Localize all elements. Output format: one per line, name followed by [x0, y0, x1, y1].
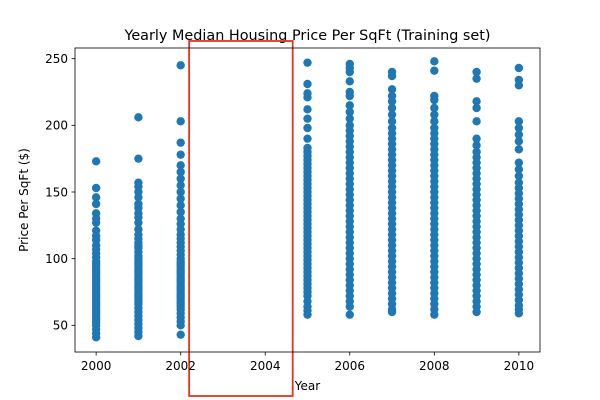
data-point: [91, 183, 101, 193]
data-point: [514, 145, 524, 154]
x-tick-label: 2004: [250, 359, 281, 373]
points-layer: [91, 57, 524, 342]
data-point: [134, 113, 143, 122]
data-point: [514, 171, 524, 181]
y-tick-label: 150: [45, 185, 68, 199]
x-tick-label: 2008: [419, 359, 450, 373]
data-point: [387, 97, 397, 106]
data-point: [176, 117, 185, 126]
y-tick-label: 200: [45, 119, 68, 133]
y-tick-label: 100: [45, 252, 68, 266]
data-point: [514, 123, 524, 133]
data-point: [303, 79, 312, 89]
data-point: [134, 154, 143, 163]
plot-frame: [74, 47, 541, 353]
data-point: [345, 114, 354, 123]
x-axis-label: Year: [294, 379, 320, 393]
data-point: [91, 193, 101, 202]
data-point: [514, 165, 524, 174]
data-point: [430, 66, 439, 75]
data-point: [387, 117, 397, 126]
data-point: [430, 110, 439, 119]
y-axis-label: Price Per SqFt ($): [17, 148, 31, 252]
data-point: [387, 307, 397, 317]
data-point: [303, 93, 312, 102]
data-point: [387, 110, 397, 119]
data-point: [176, 194, 185, 203]
data-point: [176, 330, 185, 339]
data-point: [472, 97, 481, 106]
data-point: [514, 81, 524, 90]
data-point: [134, 193, 143, 202]
data-point: [134, 331, 143, 341]
data-point: [387, 71, 397, 81]
data-point: [176, 187, 185, 197]
data-point: [303, 105, 312, 114]
data-point: [514, 309, 524, 318]
data-point: [472, 103, 481, 113]
ticks-layer: 2000 2002 2004 2006 2008 2010 50 100 150 200 250: [45, 52, 534, 373]
data-point: [91, 218, 101, 227]
highlight-box: [188, 40, 294, 397]
y-tick-label: 250: [45, 52, 68, 66]
data-point: [345, 91, 354, 101]
data-point: [345, 302, 354, 311]
data-point: [514, 63, 524, 73]
data-point: [472, 307, 481, 317]
data-point: [91, 333, 101, 342]
data-point: [176, 174, 185, 183]
data-point: [472, 74, 481, 83]
data-point: [176, 138, 185, 147]
data-point: [176, 150, 185, 159]
data-point: [472, 141, 481, 150]
data-point: [430, 310, 439, 319]
data-point: [345, 107, 354, 117]
data-point: [303, 310, 312, 319]
x-tick-label: 2000: [81, 359, 112, 373]
data-point: [514, 137, 524, 146]
data-point: [472, 134, 481, 143]
data-point: [303, 123, 312, 133]
data-point: [387, 85, 397, 94]
data-point: [387, 103, 397, 113]
data-point: [176, 181, 185, 190]
data-point: [345, 101, 354, 110]
data-point: [430, 103, 439, 113]
highlight-layer: [188, 40, 294, 397]
data-point: [430, 117, 439, 126]
data-point: [472, 67, 481, 77]
chart-title: Yearly Median Housing Price Per SqFt (Tr…: [123, 28, 490, 44]
y-tick-label: 50: [53, 319, 68, 333]
data-point: [430, 57, 439, 66]
data-point: [176, 167, 185, 177]
axes-layer: [74, 47, 541, 353]
data-point: [176, 161, 185, 170]
data-point: [134, 218, 143, 227]
data-point: [345, 310, 354, 319]
data-point: [176, 207, 185, 217]
data-point: [176, 61, 185, 70]
data-point: [303, 58, 312, 67]
data-point: [91, 157, 101, 166]
data-point: [514, 158, 524, 167]
x-tick-label: 2010: [504, 359, 535, 373]
data-point: [514, 117, 524, 126]
data-point: [430, 95, 439, 105]
data-point: [303, 114, 312, 123]
data-point: [345, 77, 354, 86]
data-point: [472, 117, 481, 126]
x-tick-label: 2002: [165, 359, 196, 373]
data-point: [176, 321, 185, 330]
data-point: [176, 201, 185, 210]
data-point: [91, 199, 101, 209]
data-point: [303, 134, 312, 143]
data-point: [345, 67, 354, 77]
x-tick-label: 2006: [334, 359, 365, 373]
data-point: [514, 130, 524, 139]
